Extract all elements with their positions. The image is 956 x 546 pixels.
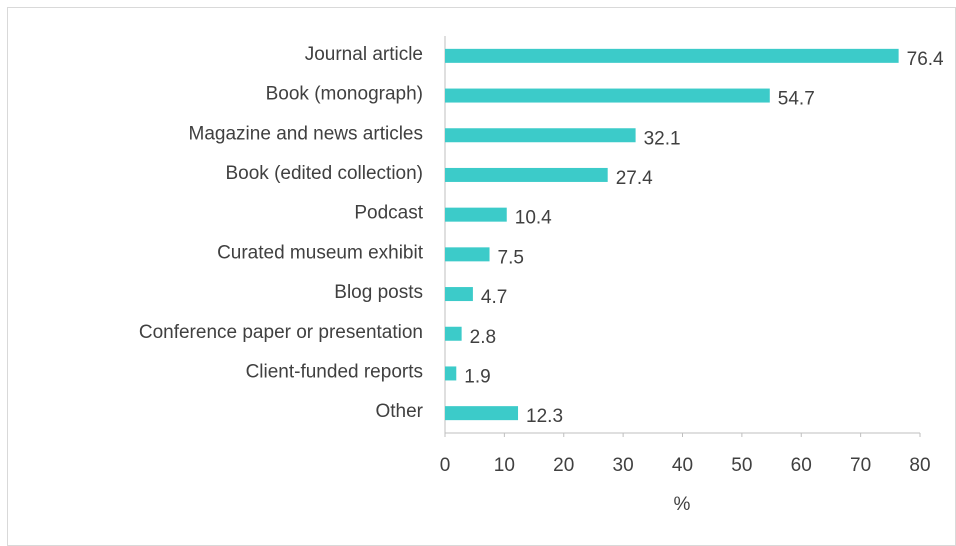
- data-label: 10.4: [515, 208, 552, 229]
- bar: [445, 167, 608, 182]
- x-tick-label: 60: [791, 455, 812, 476]
- bar: [445, 366, 457, 381]
- x-tick-label: 10: [494, 455, 515, 476]
- bar: [445, 128, 636, 143]
- x-tick-label: 50: [731, 455, 752, 476]
- y-tick-label: Magazine and news articles: [189, 123, 423, 144]
- x-tick-label: 30: [613, 455, 634, 476]
- bar: [445, 406, 519, 421]
- y-tick-label: Other: [375, 401, 423, 422]
- y-tick-label: Conference paper or presentation: [139, 322, 423, 343]
- data-label: 7.5: [498, 247, 524, 268]
- bar: [445, 287, 473, 302]
- bar: [445, 48, 899, 63]
- data-label: 12.3: [526, 406, 563, 427]
- data-label: 4.7: [481, 287, 507, 308]
- x-tick-label: 70: [850, 455, 871, 476]
- bar: [445, 326, 462, 341]
- data-label: 32.1: [644, 128, 681, 149]
- x-tick-label: 80: [909, 455, 930, 476]
- bar: [445, 88, 770, 103]
- data-label: 2.8: [470, 327, 496, 348]
- x-axis-label: %: [674, 494, 691, 515]
- bar: [445, 207, 507, 222]
- x-tick-label: 20: [553, 455, 574, 476]
- y-tick-label: Blog posts: [334, 282, 423, 303]
- y-tick-label: Podcast: [354, 203, 423, 224]
- data-label: 27.4: [616, 168, 653, 189]
- y-tick-label: Client-funded reports: [246, 361, 423, 382]
- y-tick-label: Journal article: [305, 44, 423, 65]
- bar: [445, 247, 490, 262]
- data-label: 54.7: [778, 89, 815, 110]
- data-label: 1.9: [464, 366, 490, 387]
- y-tick-label: Book (monograph): [266, 84, 423, 105]
- x-tick-label: 40: [672, 455, 693, 476]
- x-tick-label: 0: [440, 455, 451, 476]
- y-tick-label: Curated museum exhibit: [217, 242, 424, 263]
- y-tick-label: Book (edited collection): [226, 163, 424, 184]
- data-label: 76.4: [907, 49, 944, 70]
